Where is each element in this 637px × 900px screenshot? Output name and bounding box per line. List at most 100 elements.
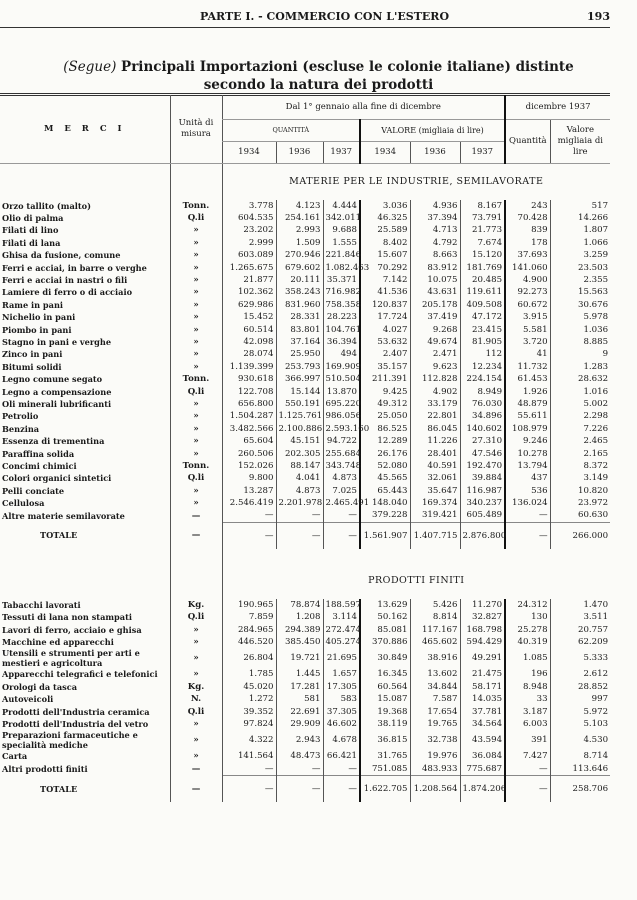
table-row: Bitumi solidi » 1.139.399 253.793 169.909 35.… — [0, 360, 611, 373]
total-v-1937: 2.876.800 — [459, 521, 506, 549]
cell-q-1934: 65.604 — [221, 434, 276, 448]
cell-dic-quantita: 13.794 — [504, 459, 551, 473]
table-row: Prodotti dell'Industria del vetro » 97.824… — [0, 717, 611, 731]
table-row: Preparazioni farmaceutiche e specialità … — [0, 730, 611, 751]
cell-dic-valore: 1.470 — [549, 598, 611, 612]
table-row: Utensili e strumenti per arti e mestieri… — [0, 648, 611, 669]
cell-v-1937: 140.602 — [459, 422, 506, 435]
cell-v-1937: 81.905 — [459, 335, 506, 349]
table-row: Macchine ed apparecchi » 446.520 385.450 405… — [0, 635, 611, 649]
cell-v-1934: 9.425 — [359, 385, 410, 398]
section-header: MATERIE PER LE INDUSTRIE, SEMILAVORATE — [0, 163, 611, 200]
cell-dic-quantita: 7.427 — [504, 750, 551, 763]
cell-merce: Ferri e acciai in nastri o fili — [2, 275, 128, 286]
cell-unita: » — [169, 484, 222, 497]
cell-q-1937: 494 — [322, 348, 360, 361]
cell-dic-quantita: 61.453 — [504, 372, 551, 386]
col-quantita: QUANTITÀ — [221, 119, 360, 142]
cell-unita: Q.li — [169, 611, 222, 624]
cell-q-1934: 2.546.419 — [221, 496, 276, 510]
cell-dic-valore: 23.503 — [549, 261, 611, 274]
cell-merce: Tabacchi lavorati — [2, 599, 81, 610]
cell-q-1936: 1.445 — [275, 668, 323, 681]
col-dicembre: dicembre 1937 — [504, 95, 611, 120]
cell-dic-valore: 20.757 — [549, 623, 611, 636]
cell-v-1936: 33.179 — [409, 397, 460, 411]
cell-dic-quantita: 136.024 — [504, 496, 551, 510]
table-row: Essenza di trementina » 65.604 45.151 94.722… — [0, 434, 611, 448]
table-row: Ferri e acciai in nastri o fili» 21.877 20… — [0, 273, 611, 287]
cell-merce: Utensili e strumenti per arti e mestieri… — [2, 648, 140, 669]
cell-v-1934: 4.027 — [359, 323, 410, 336]
cell-dic-valore: 5.333 — [549, 648, 611, 669]
cell-dic-valore: 9 — [549, 348, 611, 361]
cell-v-1937: 39.884 — [459, 472, 506, 485]
table-row: Tabacchi lavorati Kg. 190.965 78.874 188.597… — [0, 598, 611, 612]
total-row: TOTALE — — — —1.561.907 1.407.715 2.876.800—26… — [0, 521, 611, 549]
cell-v-1937: 21.475 — [459, 668, 506, 681]
cell-v-1936: 28.401 — [409, 447, 460, 460]
table-row: Piombo in pani » 60.514 83.801 104.761 4.027 9… — [0, 323, 611, 336]
cell-v-1937: 43.594 — [459, 730, 506, 751]
cell-q-1936: 366.997 — [275, 372, 323, 386]
total-dic-valore: 266.000 — [549, 521, 611, 549]
cell-v-1936: 112.828 — [409, 372, 460, 386]
cell-q-1937: 342.011 — [322, 211, 361, 225]
table-row: Pelli conciate » 13.287 4.873 7.025 65.443 35.… — [0, 484, 611, 497]
cell-q-1936: 1.208 — [275, 611, 323, 624]
cell-v-1936: 205.178 — [409, 298, 460, 312]
cell-unita: » — [169, 335, 222, 349]
cell-dic-quantita: 3.720 — [504, 335, 551, 349]
cell-q-1937: 37.305 — [322, 705, 360, 718]
total-q-1936: — — [275, 774, 323, 802]
cell-v-1934: 120.837 — [359, 298, 410, 312]
cell-v-1937: 34.564 — [459, 717, 506, 731]
table-row: Filati di lana » 2.999 1.509 1.555 8.402 4.792… — [0, 236, 611, 250]
cell-merce: Tessuti di lana non stampati — [2, 612, 132, 623]
cell-q-1936: 1.509 — [275, 236, 323, 250]
cell-v-1934: 60.564 — [359, 680, 410, 693]
cell-dic-quantita: 108.979 — [504, 422, 551, 435]
cell-merce: Benzina — [2, 423, 40, 434]
cell-unita: Tonn. — [169, 372, 222, 386]
total-v-1936: 1.208.564 — [409, 774, 460, 802]
cell-merce: Pelli conciate — [2, 485, 65, 496]
cell-dic-valore: 1.066 — [549, 236, 611, 250]
cell-unita: » — [169, 717, 222, 731]
cell-q-1937: 7.025 — [322, 484, 360, 497]
cell-q-1937: 583 — [322, 693, 360, 706]
cell-q-1937: 272.474 — [322, 623, 361, 636]
cell-dic-quantita: 25.278 — [504, 623, 551, 636]
cell-v-1937: 37.781 — [459, 705, 506, 718]
cell-q-1936: 385.450 — [275, 635, 323, 649]
cell-q-1936: 202.305 — [275, 447, 323, 460]
cell-merce: Orzo tallito (malto) — [2, 200, 91, 211]
cell-dic-valore: 113.646 — [549, 762, 611, 776]
running-title: PARTE I. - COMMERCIO CON L'ESTERO — [200, 10, 450, 23]
cell-v-1937: 119.611 — [459, 286, 506, 299]
cell-dic-valore: 60.630 — [549, 509, 611, 523]
cell-q-1936: 2.943 — [275, 730, 323, 751]
table-row: Nichelio in pani » 15.452 28.331 28.223 17.72… — [0, 311, 611, 324]
cell-q-1936: 253.793 — [275, 360, 323, 373]
cell-q-1934: 13.287 — [221, 484, 276, 497]
cell-unita: » — [169, 447, 222, 460]
cell-v-1934: 13.629 — [359, 598, 410, 612]
cell-q-1934: 7.859 — [221, 611, 276, 624]
header-rule — [0, 27, 610, 28]
cell-q-1937: 46.602 — [322, 717, 360, 731]
cell-q-1937: 36.394 — [322, 335, 360, 349]
cell-dic-quantita: 92.273 — [504, 286, 551, 299]
cell-v-1934: 52.080 — [359, 459, 410, 473]
cell-dic-quantita: — — [504, 509, 551, 523]
cell-v-1937: 14.035 — [459, 693, 506, 706]
cell-unita: » — [169, 236, 222, 250]
cell-v-1936: 19.765 — [409, 717, 460, 731]
col-v-1934: 1934 — [359, 141, 410, 164]
cell-q-1934: 284.965 — [221, 623, 276, 636]
cell-unita: Kg. — [169, 598, 222, 612]
cell-v-1936: 4.792 — [409, 236, 460, 250]
cell-v-1934: 46.325 — [359, 211, 410, 225]
cell-q-1934: 3.778 — [221, 199, 276, 212]
